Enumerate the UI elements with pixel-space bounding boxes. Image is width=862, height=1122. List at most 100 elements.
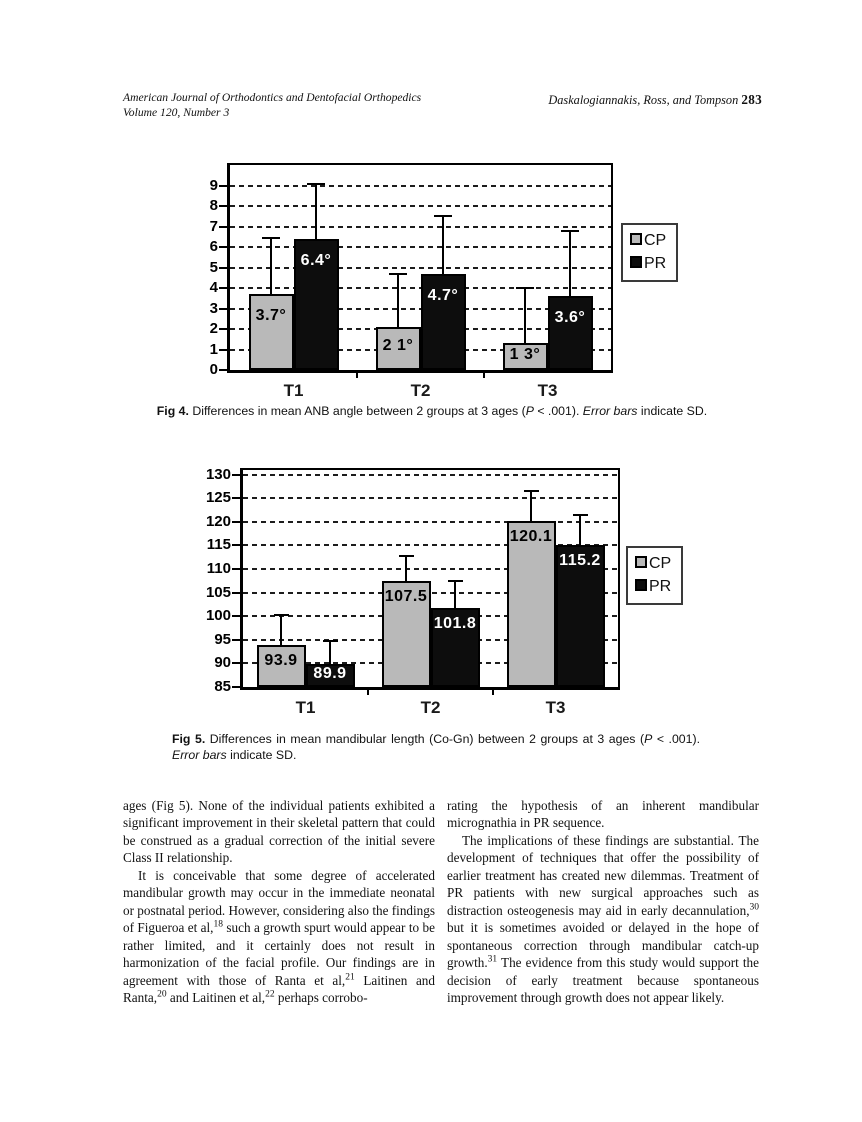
y-axis-tick-label: 2 xyxy=(209,320,218,337)
body-paragraph: It is conceivable that some degree of ac… xyxy=(123,867,435,1005)
y-axis-tick-label: 7 xyxy=(209,217,218,235)
y-axis-tick-label: 90 xyxy=(214,654,231,672)
fig4-bar-chart: 0 1 2 3 4 5 6 7 8 9 T1 T2 T3 3.7° 2 1° 1 3° 6.4° 4.7° 3.6°… xyxy=(210,163,679,400)
error-bar-line xyxy=(530,490,532,522)
x-axis-tick xyxy=(492,687,494,695)
bar-value-label: 89.9 xyxy=(313,664,347,682)
y-axis-tick-label: 95 xyxy=(214,630,231,648)
legend-label-pr: PR xyxy=(649,578,672,595)
x-axis-tick xyxy=(367,687,369,695)
y-axis-tick xyxy=(232,638,241,641)
y-axis-tick-label: 0 xyxy=(209,361,218,378)
gridline xyxy=(243,520,618,523)
gridline xyxy=(230,225,611,228)
y-axis-tick-label: 130 xyxy=(205,465,231,483)
legend-item-pr: PR xyxy=(635,579,671,595)
legend: CP PR xyxy=(621,223,679,282)
body-paragraph: ages (Fig 5). None of the individual pat… xyxy=(123,798,435,866)
legend-label-cp: CP xyxy=(649,555,672,572)
y-axis-tick xyxy=(232,615,241,618)
bar-value-label: 115.2 xyxy=(559,551,601,569)
legend-swatch-cp-icon xyxy=(630,233,642,245)
body-column-right: rating the hypothesis of an inherent man… xyxy=(447,797,759,1006)
error-bar-line xyxy=(329,641,331,664)
y-axis-tick-label: 120 xyxy=(205,512,231,530)
legend-item-cp: CP xyxy=(635,556,671,572)
legend-swatch-pr-icon xyxy=(630,256,642,268)
y-axis-tick xyxy=(219,246,228,248)
y-axis-tick xyxy=(219,307,228,310)
bar-value-label: 120.1 xyxy=(509,528,553,546)
gridline xyxy=(243,544,618,547)
y-axis-tick xyxy=(219,328,228,330)
error-bar-line xyxy=(270,237,272,295)
journal-title: American Journal of Orthodontics and Den… xyxy=(123,91,422,104)
bar-value-label: 4.7° xyxy=(427,286,459,304)
error-bar-line xyxy=(442,216,444,274)
error-bar-line xyxy=(569,230,571,297)
y-axis-tick xyxy=(232,662,241,665)
y-axis-tick-label: 5 xyxy=(209,258,218,276)
gridline xyxy=(243,568,618,571)
gridline xyxy=(243,497,618,500)
error-bar-cap xyxy=(447,579,463,582)
bar-value-label: 6.4° xyxy=(300,251,332,269)
y-axis-tick-label: 9 xyxy=(209,176,218,194)
y-axis-tick-label: 105 xyxy=(205,583,231,601)
x-axis-tick-label: T3 xyxy=(545,698,566,717)
bar-pr-t2 xyxy=(430,607,480,687)
bar-cp-t1 xyxy=(248,294,294,370)
gridline xyxy=(230,246,611,248)
y-axis-tick xyxy=(232,544,241,547)
y-axis-tick xyxy=(232,473,241,476)
y-axis-tick xyxy=(232,591,241,594)
bar-cp-t2 xyxy=(375,326,421,370)
gridline xyxy=(243,591,618,594)
error-bar-cap xyxy=(572,513,588,516)
x-axis-tick-label: T3 xyxy=(537,381,558,400)
bar-value-label: 3.7° xyxy=(255,307,287,325)
x-axis-tick xyxy=(356,370,358,378)
bar-value-label: 2 1° xyxy=(382,337,414,355)
error-bar-cap xyxy=(273,614,289,617)
legend-swatch-pr-icon xyxy=(635,579,647,591)
journal-header-info: American Journal of Orthodontics and Den… xyxy=(123,91,421,120)
x-axis-tick-label: T1 xyxy=(283,381,304,400)
y-axis-tick-label: 85 xyxy=(214,678,231,695)
body-column-left: ages (Fig 5). None of the individual pat… xyxy=(123,797,435,1006)
y-axis-tick-label: 6 xyxy=(209,238,218,255)
error-bar-cap xyxy=(434,215,452,218)
body-paragraph: rating the hypothesis of an inherent man… xyxy=(447,798,759,831)
gridline xyxy=(230,184,611,187)
y-axis-tick xyxy=(232,497,241,500)
y-axis-tick xyxy=(219,369,228,371)
running-authors: Daskalogiannakis, Ross, and Tompson xyxy=(548,93,739,107)
fig5-caption: Fig 5. Differences in mean mandibular le… xyxy=(172,732,700,762)
gridline xyxy=(243,473,618,476)
legend-item-pr: PR xyxy=(630,256,666,272)
y-axis-tick xyxy=(219,184,228,187)
error-bar-cap xyxy=(307,183,325,186)
bar-pr-t1 xyxy=(305,663,355,687)
bar-value-label: 1 3° xyxy=(509,345,541,363)
bar-cp-t2 xyxy=(381,580,431,687)
legend-item-cp: CP xyxy=(630,233,666,249)
error-bar-cap xyxy=(516,287,534,289)
y-axis-tick xyxy=(219,205,228,207)
y-axis-tick-label: 110 xyxy=(206,560,231,578)
error-bar-cap xyxy=(561,229,579,232)
running-head: Daskalogiannakis, Ross, and Tompson 283 xyxy=(548,92,762,108)
y-axis-tick-label: 1 xyxy=(209,340,218,358)
x-axis-tick-label: T1 xyxy=(295,698,316,717)
error-bar-line xyxy=(524,288,526,344)
x-axis-tick xyxy=(483,370,485,378)
y-axis-tick xyxy=(219,348,228,351)
x-axis-tick-label: T2 xyxy=(410,381,431,400)
bar-pr-t1 xyxy=(293,238,339,370)
error-bar-cap xyxy=(322,640,338,643)
error-bar-line xyxy=(397,273,399,327)
legend-label-pr: PR xyxy=(644,255,667,272)
gridline xyxy=(230,266,611,269)
bar-value-label: 107.5 xyxy=(384,587,428,605)
